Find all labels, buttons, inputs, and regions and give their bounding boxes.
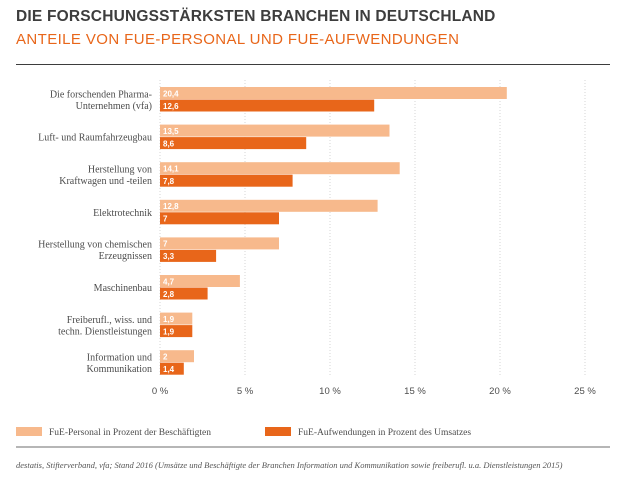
- bar: [160, 87, 507, 99]
- value-label: 1,4: [163, 365, 175, 374]
- legend-label: FuE-Aufwendungen in Prozent des Umsatzes: [298, 427, 471, 438]
- bar: [160, 137, 307, 150]
- value-label: 2,8: [163, 290, 175, 299]
- bar: [160, 124, 390, 137]
- bar: [160, 174, 293, 187]
- category-label: Maschinenbau: [94, 283, 152, 294]
- bar: [160, 162, 400, 175]
- value-label: 8,6: [163, 139, 175, 148]
- category-label: Herstellung von: [88, 164, 152, 175]
- x-tick-label: 25 %: [574, 386, 596, 397]
- x-tick-label: 15 %: [404, 386, 426, 397]
- source-note: destatis, Stifterverband, vfa; Stand 201…: [16, 460, 563, 470]
- bar: [160, 312, 193, 325]
- legend-swatch: [16, 427, 42, 436]
- category-label: Freiberufl., wiss. und: [67, 315, 152, 326]
- category-label: Luft- und Raumfahrzeugbau: [38, 133, 152, 144]
- bar: [160, 212, 279, 225]
- category-label: Die forschenden Pharma-: [50, 89, 152, 100]
- value-label: 1,9: [163, 327, 175, 336]
- value-label: 2: [163, 352, 168, 361]
- x-tick-label: 10 %: [319, 386, 341, 397]
- category-label: Kraftwagen und -teilen: [59, 176, 152, 187]
- bar: [160, 362, 184, 375]
- category-label: techn. Dienstleistungen: [58, 326, 152, 337]
- value-label: 12,8: [163, 202, 179, 211]
- category-label: Kommunikation: [86, 364, 152, 375]
- category-label: Erzeugnissen: [99, 251, 152, 262]
- chart-subtitle: ANTEILE VON FUE-PERSONAL UND FUE-AUFWEND…: [16, 31, 460, 48]
- x-tick-label: 5 %: [237, 386, 254, 397]
- value-label: 12,6: [163, 102, 179, 111]
- category-label: Herstellung von chemischen: [38, 240, 152, 251]
- bar: [160, 237, 279, 250]
- value-label: 13,5: [163, 127, 179, 136]
- value-label: 7,8: [163, 177, 175, 186]
- value-label: 1,9: [163, 315, 175, 324]
- bar: [160, 199, 378, 212]
- legend-label: FuE-Personal in Prozent der Beschäftigte…: [49, 427, 211, 438]
- bar: [160, 249, 217, 262]
- chart-title: DIE FORSCHUNGSSTÄRKSTEN BRANCHEN IN DEUT…: [16, 8, 496, 25]
- bar: [160, 287, 208, 300]
- legend-swatch: [265, 427, 291, 436]
- category-label: Information und: [87, 352, 152, 363]
- x-tick-label: 20 %: [489, 386, 511, 397]
- bar: [160, 275, 240, 287]
- value-label: 4,7: [163, 277, 175, 286]
- value-label: 7: [163, 240, 168, 249]
- category-label: Unternehmen (vfa): [76, 101, 152, 112]
- x-tick-label: 0 %: [152, 386, 169, 397]
- value-label: 14,1: [163, 164, 179, 173]
- value-label: 3,3: [163, 252, 175, 261]
- bar: [160, 99, 375, 112]
- value-label: 7: [163, 215, 168, 224]
- category-label: Elektrotechnik: [93, 208, 152, 219]
- value-label: 20,4: [163, 89, 179, 98]
- title-divider: [16, 64, 610, 65]
- bar: [160, 350, 194, 363]
- bar: [160, 325, 193, 338]
